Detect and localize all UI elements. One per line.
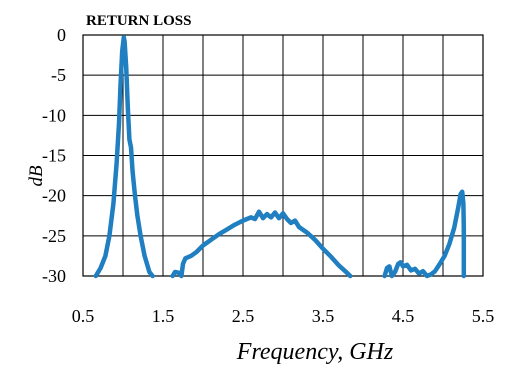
x-tick-label: 2.5: [232, 306, 255, 326]
x-axis-label: Frequency, GHz: [236, 339, 394, 365]
y-tick-label: -10: [42, 105, 66, 125]
x-tick-label: 3.5: [312, 306, 335, 326]
y-tick-label: -5: [51, 65, 66, 85]
x-tick-label: 5.5: [472, 306, 495, 326]
return-loss-line-segment: [382, 189, 467, 279]
y-tick-label: -30: [42, 266, 66, 286]
y-tick-label: 0: [57, 25, 66, 45]
grid-lines: [83, 35, 483, 276]
y-tick-label: -20: [42, 186, 66, 206]
x-tick-label: 1.5: [152, 306, 175, 326]
series-layer: [93, 35, 467, 279]
return-loss-line-segment: [93, 35, 155, 279]
return-loss-line-segment: [170, 209, 353, 279]
plot-frame: [82, 34, 484, 277]
x-tick-label: 4.5: [392, 306, 415, 326]
y-tick-label: -25: [42, 226, 66, 246]
chart-title: RETURN LOSS: [86, 13, 191, 29]
y-tick-label: -15: [42, 146, 66, 166]
tick-labels: 0.5 1.5 2.5 3.5 4.5 5.5 0 -5 -10 -15 -20 -25 -30: [42, 25, 494, 326]
x-tick-label: 0.5: [72, 306, 95, 326]
y-axis-label: dB: [26, 165, 47, 187]
